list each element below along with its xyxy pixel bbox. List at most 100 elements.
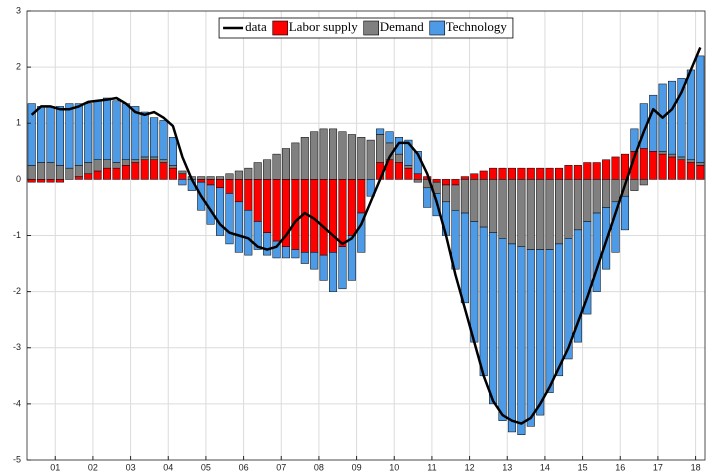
bar bbox=[338, 246, 347, 290]
bar bbox=[668, 156, 677, 180]
bar bbox=[630, 128, 639, 152]
y-tick-label: 0 bbox=[16, 174, 21, 184]
bar bbox=[536, 249, 545, 416]
bar bbox=[178, 170, 187, 175]
bar bbox=[394, 162, 403, 180]
bar bbox=[112, 167, 121, 180]
bar bbox=[329, 179, 338, 253]
bar bbox=[291, 179, 300, 250]
bar bbox=[140, 156, 149, 160]
x-tick-label: 08 bbox=[314, 462, 324, 472]
bar bbox=[140, 159, 149, 180]
bar bbox=[366, 179, 375, 197]
bar bbox=[394, 137, 403, 155]
bar bbox=[573, 229, 582, 343]
bar bbox=[611, 156, 620, 180]
bar bbox=[319, 128, 328, 180]
bar bbox=[37, 162, 46, 180]
bar bbox=[404, 165, 413, 169]
bar bbox=[639, 103, 648, 149]
x-tick-label: 09 bbox=[352, 462, 362, 472]
bar bbox=[263, 232, 272, 256]
bar bbox=[639, 148, 648, 180]
bar bbox=[281, 246, 290, 259]
bar bbox=[442, 179, 451, 186]
bar bbox=[498, 179, 507, 239]
bar bbox=[498, 167, 507, 180]
bar bbox=[545, 167, 554, 180]
bar bbox=[404, 139, 413, 166]
bar bbox=[376, 134, 385, 163]
bar bbox=[131, 162, 140, 180]
bar bbox=[507, 243, 516, 433]
bar bbox=[131, 159, 140, 163]
bar bbox=[545, 179, 554, 250]
bar bbox=[84, 103, 93, 163]
bar bbox=[489, 179, 498, 233]
bar bbox=[385, 131, 394, 144]
bar bbox=[253, 179, 262, 222]
legend-symbol bbox=[272, 20, 289, 36]
bar bbox=[93, 159, 102, 172]
bar bbox=[517, 167, 526, 180]
x-tick-label: 06 bbox=[239, 462, 249, 472]
bar bbox=[460, 179, 469, 214]
bar bbox=[225, 173, 234, 180]
y-tick-label: -1 bbox=[13, 230, 21, 240]
bar bbox=[649, 94, 658, 152]
bar bbox=[84, 162, 93, 175]
bar bbox=[140, 111, 149, 158]
bar bbox=[197, 176, 206, 180]
x-tick-label: 10 bbox=[389, 462, 399, 472]
bar bbox=[112, 162, 121, 169]
bar bbox=[470, 173, 479, 180]
bar bbox=[216, 176, 225, 180]
bar bbox=[168, 137, 177, 166]
bar bbox=[658, 153, 667, 180]
x-tick-label: 03 bbox=[126, 462, 136, 472]
bar bbox=[197, 179, 206, 183]
x-tick-label: 01 bbox=[50, 462, 60, 472]
bar bbox=[347, 235, 356, 281]
bar bbox=[178, 173, 187, 180]
bar bbox=[300, 137, 309, 180]
legend-item: data bbox=[223, 19, 267, 34]
bar bbox=[216, 179, 225, 189]
bar bbox=[536, 179, 545, 250]
bar bbox=[686, 69, 695, 160]
bar bbox=[376, 128, 385, 135]
bar bbox=[74, 103, 83, 166]
y-tick-label: 2 bbox=[16, 62, 21, 72]
bar bbox=[677, 159, 686, 180]
x-tick-label: 05 bbox=[201, 462, 211, 472]
bar bbox=[517, 179, 526, 247]
x-tick-label: 07 bbox=[276, 462, 286, 472]
y-tick-label: 1 bbox=[16, 118, 21, 128]
bar bbox=[564, 165, 573, 180]
bar bbox=[329, 128, 338, 180]
bar bbox=[602, 179, 611, 208]
x-tick-label: 12 bbox=[465, 462, 475, 472]
bar bbox=[74, 176, 83, 180]
bar bbox=[489, 167, 498, 180]
bar bbox=[668, 80, 677, 155]
bar bbox=[46, 106, 55, 163]
x-tick-label: 16 bbox=[615, 462, 625, 472]
bar bbox=[677, 156, 686, 160]
bar bbox=[206, 176, 215, 180]
bar bbox=[479, 179, 488, 228]
bar bbox=[592, 212, 601, 292]
bar bbox=[93, 100, 102, 160]
y-tick-label: -5 bbox=[13, 454, 21, 464]
bar bbox=[206, 179, 215, 186]
bar bbox=[263, 159, 272, 180]
plot-frame bbox=[26, 10, 706, 461]
bar bbox=[686, 159, 695, 163]
bar bbox=[55, 106, 64, 166]
legend-label: Demand bbox=[380, 19, 425, 34]
bar bbox=[479, 226, 488, 377]
bar bbox=[677, 78, 686, 158]
bar bbox=[423, 187, 432, 208]
x-tick-label: 11 bbox=[427, 462, 436, 472]
